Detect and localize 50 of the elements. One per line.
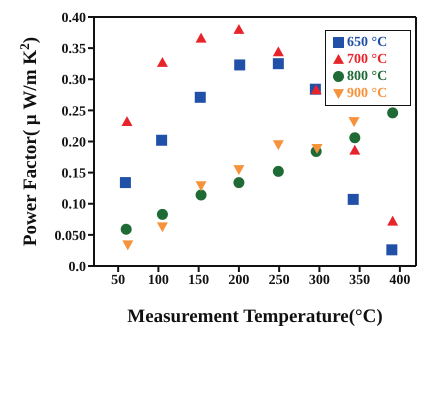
point (272, 140, 284, 150)
point (122, 116, 133, 126)
x-tick-label: 200 (228, 272, 250, 288)
point (233, 177, 244, 188)
x-tick-label: 300 (308, 272, 330, 288)
point (156, 134, 168, 146)
legend-label: 900 °C (346, 85, 388, 102)
legend-label: 800 °C (346, 68, 388, 85)
y-tick-label: 0.30 (62, 73, 86, 88)
y-tick-label: 0.050 (54, 228, 86, 244)
y-tick-label: 0.20 (62, 135, 86, 150)
point (386, 244, 398, 256)
point (272, 58, 284, 70)
point (348, 194, 359, 205)
y-tick-label: 0.40 (62, 10, 86, 26)
point (120, 224, 132, 235)
point (120, 177, 131, 188)
y-tick-label: 0.25 (62, 104, 86, 120)
y-tick-label: 0.0 (68, 260, 86, 275)
point (348, 117, 360, 128)
point (196, 32, 207, 43)
point (387, 107, 398, 118)
point (233, 165, 244, 176)
y-tick-label: 0.15 (62, 166, 86, 182)
y-tick-label: 0.35 (62, 42, 86, 58)
point (349, 144, 360, 155)
x-tick-label: 50 (111, 272, 126, 288)
point (196, 181, 207, 192)
point (122, 240, 134, 250)
x-tick-label: 150 (188, 272, 210, 288)
point (349, 132, 360, 144)
point (272, 166, 284, 177)
y-tick-label: 0.10 (62, 198, 86, 213)
point (156, 208, 168, 220)
point (387, 216, 398, 226)
x-tick-label: 400 (389, 272, 410, 288)
point (272, 46, 284, 56)
x-axis-title: Measurement Temperature(°C) (127, 306, 383, 327)
point (194, 92, 206, 103)
point (234, 59, 246, 70)
legend-label: 700 °C (346, 51, 388, 68)
x-tick-label: 250 (268, 272, 290, 288)
x-tick-label: 100 (148, 272, 169, 288)
point (156, 56, 168, 67)
legend-label: 650 °C (346, 34, 388, 51)
point (156, 222, 168, 232)
point (196, 190, 207, 201)
point (233, 24, 244, 34)
point (311, 144, 322, 154)
x-tick-label: 350 (349, 272, 370, 288)
